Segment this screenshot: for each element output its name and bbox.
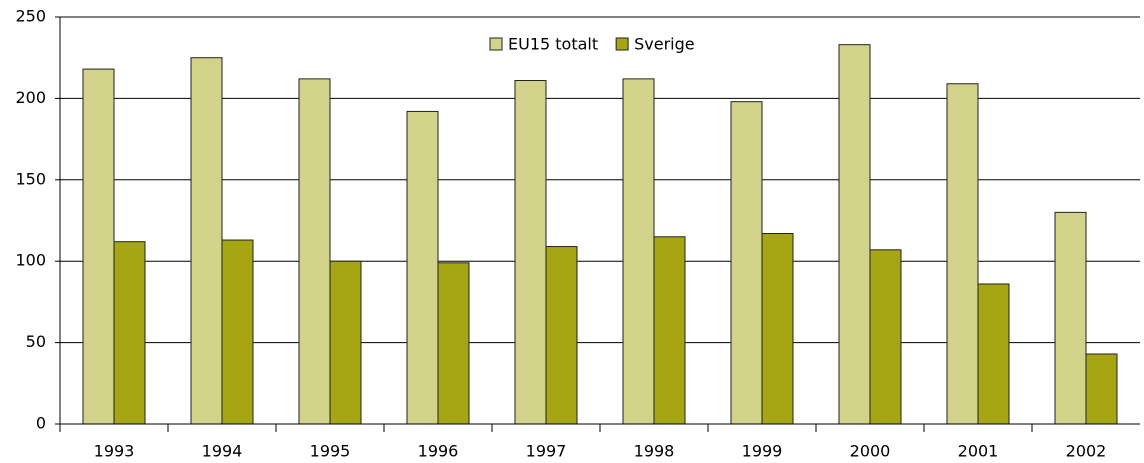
x-tick-label: 2001 [958,442,999,461]
bar [190,57,223,425]
bar [869,249,902,425]
bar [113,241,146,425]
bar [329,260,362,425]
bar [946,83,979,425]
bar [653,236,686,425]
bar [82,68,115,425]
legend-swatch [489,37,503,51]
y-tick-label: 50 [26,332,46,351]
bar [1085,353,1118,425]
bar [221,239,254,425]
y-tick-label: 200 [15,88,46,107]
x-tick-label: 1995 [310,442,351,461]
bar [730,101,763,425]
bar [977,283,1010,425]
y-tick-label: 0 [36,414,46,433]
bar [298,78,331,425]
y-tick-label: 150 [15,169,46,188]
x-tick-label: 1996 [418,442,459,461]
y-tick-label: 100 [15,251,46,270]
bar [406,110,439,425]
x-tick-label: 1999 [742,442,783,461]
x-tick-label: 1994 [202,442,243,461]
legend-label: EU15 totalt [508,35,598,54]
bar [761,233,794,425]
bar [622,78,655,425]
bar [437,262,470,425]
x-tick-label: 1998 [634,442,675,461]
bar [838,44,871,425]
x-tick-label: 1993 [94,442,135,461]
x-tick-label: 2002 [1066,442,1107,461]
legend-label: Sverige [634,35,695,54]
bar [1054,211,1087,425]
legend-swatch [615,37,629,51]
bar [514,79,547,425]
bar [545,246,578,425]
y-tick-label: 250 [15,7,46,26]
x-tick-label: 1997 [526,442,567,461]
x-tick-label: 2000 [850,442,891,461]
